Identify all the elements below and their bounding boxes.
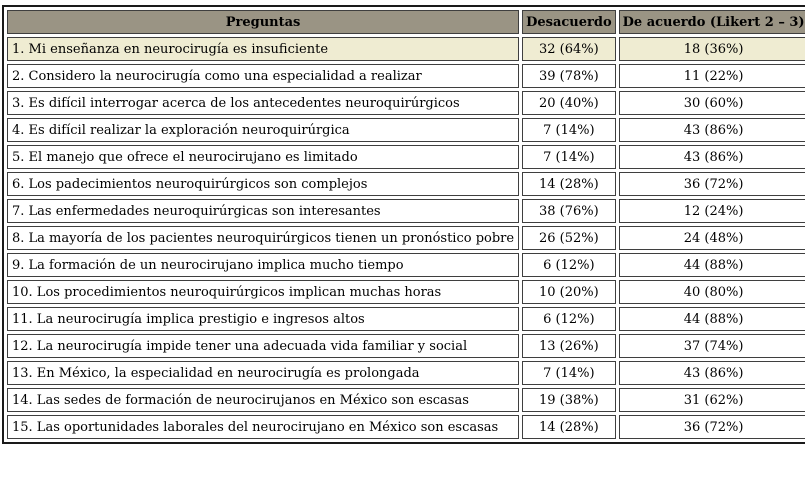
question-cell: 15. Las oportunidades laborales del neur… [7,415,520,439]
table-row: 7. Las enfermedades neuroquirúrgicas son… [7,199,805,223]
de-acuerdo-cell: 37 (74%) [618,334,805,358]
de-acuerdo-cell: 30 (60%) [618,91,805,115]
table-row: 12. La neurocirugía impide tener una ade… [7,334,805,358]
table-row: 1. Mi enseñanza en neurocirugía es insuf… [7,37,805,61]
column-header-preguntas: Preguntas [7,10,520,34]
desacuerdo-cell: 14 (28%) [522,172,616,196]
table-body: 1. Mi enseñanza en neurocirugía es insuf… [7,37,805,439]
table-row: 4. Es difícil realizar la exploración ne… [7,118,805,142]
de-acuerdo-cell: 44 (88%) [618,307,805,331]
table-row: 2. Considero la neurocirugía como una es… [7,64,805,88]
table-row: 13. En México, la especialidad en neuroc… [7,361,805,385]
desacuerdo-cell: 19 (38%) [522,388,616,412]
desacuerdo-cell: 26 (52%) [522,226,616,250]
question-cell: 7. Las enfermedades neuroquirúrgicas son… [7,199,520,223]
de-acuerdo-cell: 44 (88%) [618,253,805,277]
table-row: 11. La neurocirugía implica prestigio e … [7,307,805,331]
column-header-desacuerdo: Desacuerdo [522,10,616,34]
question-cell: 12. La neurocirugía impide tener una ade… [7,334,520,358]
desacuerdo-cell: 7 (14%) [522,145,616,169]
question-cell: 5. El manejo que ofrece el neurocirujano… [7,145,520,169]
table-row: 9. La formación de un neurocirujano impl… [7,253,805,277]
question-cell: 8. La mayoría de los pacientes neuroquir… [7,226,520,250]
question-cell: 2. Considero la neurocirugía como una es… [7,64,520,88]
de-acuerdo-cell: 36 (72%) [618,172,805,196]
desacuerdo-cell: 39 (78%) [522,64,616,88]
table-row: 15. Las oportunidades laborales del neur… [7,415,805,439]
de-acuerdo-cell: 12 (24%) [618,199,805,223]
de-acuerdo-cell: 43 (86%) [618,145,805,169]
desacuerdo-cell: 38 (76%) [522,199,616,223]
table-row: 3. Es difícil interrogar acerca de los a… [7,91,805,115]
question-cell: 14. Las sedes de formación de neurociruj… [7,388,520,412]
table-row: 10. Los procedimientos neuroquirúrgicos … [7,280,805,304]
de-acuerdo-cell: 18 (36%) [618,37,805,61]
de-acuerdo-cell: 11 (22%) [618,64,805,88]
question-cell: 10. Los procedimientos neuroquirúrgicos … [7,280,520,304]
question-cell: 11. La neurocirugía implica prestigio e … [7,307,520,331]
desacuerdo-cell: 14 (28%) [522,415,616,439]
de-acuerdo-cell: 31 (62%) [618,388,805,412]
question-cell: 3. Es difícil interrogar acerca de los a… [7,91,520,115]
question-cell: 9. La formación de un neurocirujano impl… [7,253,520,277]
table-row: 6. Los padecimientos neuroquirúrgicos so… [7,172,805,196]
de-acuerdo-cell: 36 (72%) [618,415,805,439]
de-acuerdo-cell: 24 (48%) [618,226,805,250]
desacuerdo-cell: 6 (12%) [522,253,616,277]
table-row: 5. El manejo que ofrece el neurocirujano… [7,145,805,169]
question-cell: 1. Mi enseñanza en neurocirugía es insuf… [7,37,520,61]
desacuerdo-cell: 6 (12%) [522,307,616,331]
table-header: Preguntas Desacuerdo De acuerdo (Likert … [7,10,805,34]
column-header-de-acuerdo: De acuerdo (Likert 2 – 3) [618,10,805,34]
table-row: 8. La mayoría de los pacientes neuroquir… [7,226,805,250]
de-acuerdo-cell: 43 (86%) [618,118,805,142]
de-acuerdo-cell: 40 (80%) [618,280,805,304]
desacuerdo-cell: 20 (40%) [522,91,616,115]
desacuerdo-cell: 10 (20%) [522,280,616,304]
table-row: 14. Las sedes de formación de neurociruj… [7,388,805,412]
desacuerdo-cell: 7 (14%) [522,118,616,142]
de-acuerdo-cell: 43 (86%) [618,361,805,385]
question-cell: 6. Los padecimientos neuroquirúrgicos so… [7,172,520,196]
desacuerdo-cell: 32 (64%) [522,37,616,61]
desacuerdo-cell: 13 (26%) [522,334,616,358]
header-row: Preguntas Desacuerdo De acuerdo (Likert … [7,10,805,34]
survey-results-table: Preguntas Desacuerdo De acuerdo (Likert … [2,5,805,444]
question-cell: 13. En México, la especialidad en neuroc… [7,361,520,385]
question-cell: 4. Es difícil realizar la exploración ne… [7,118,520,142]
desacuerdo-cell: 7 (14%) [522,361,616,385]
